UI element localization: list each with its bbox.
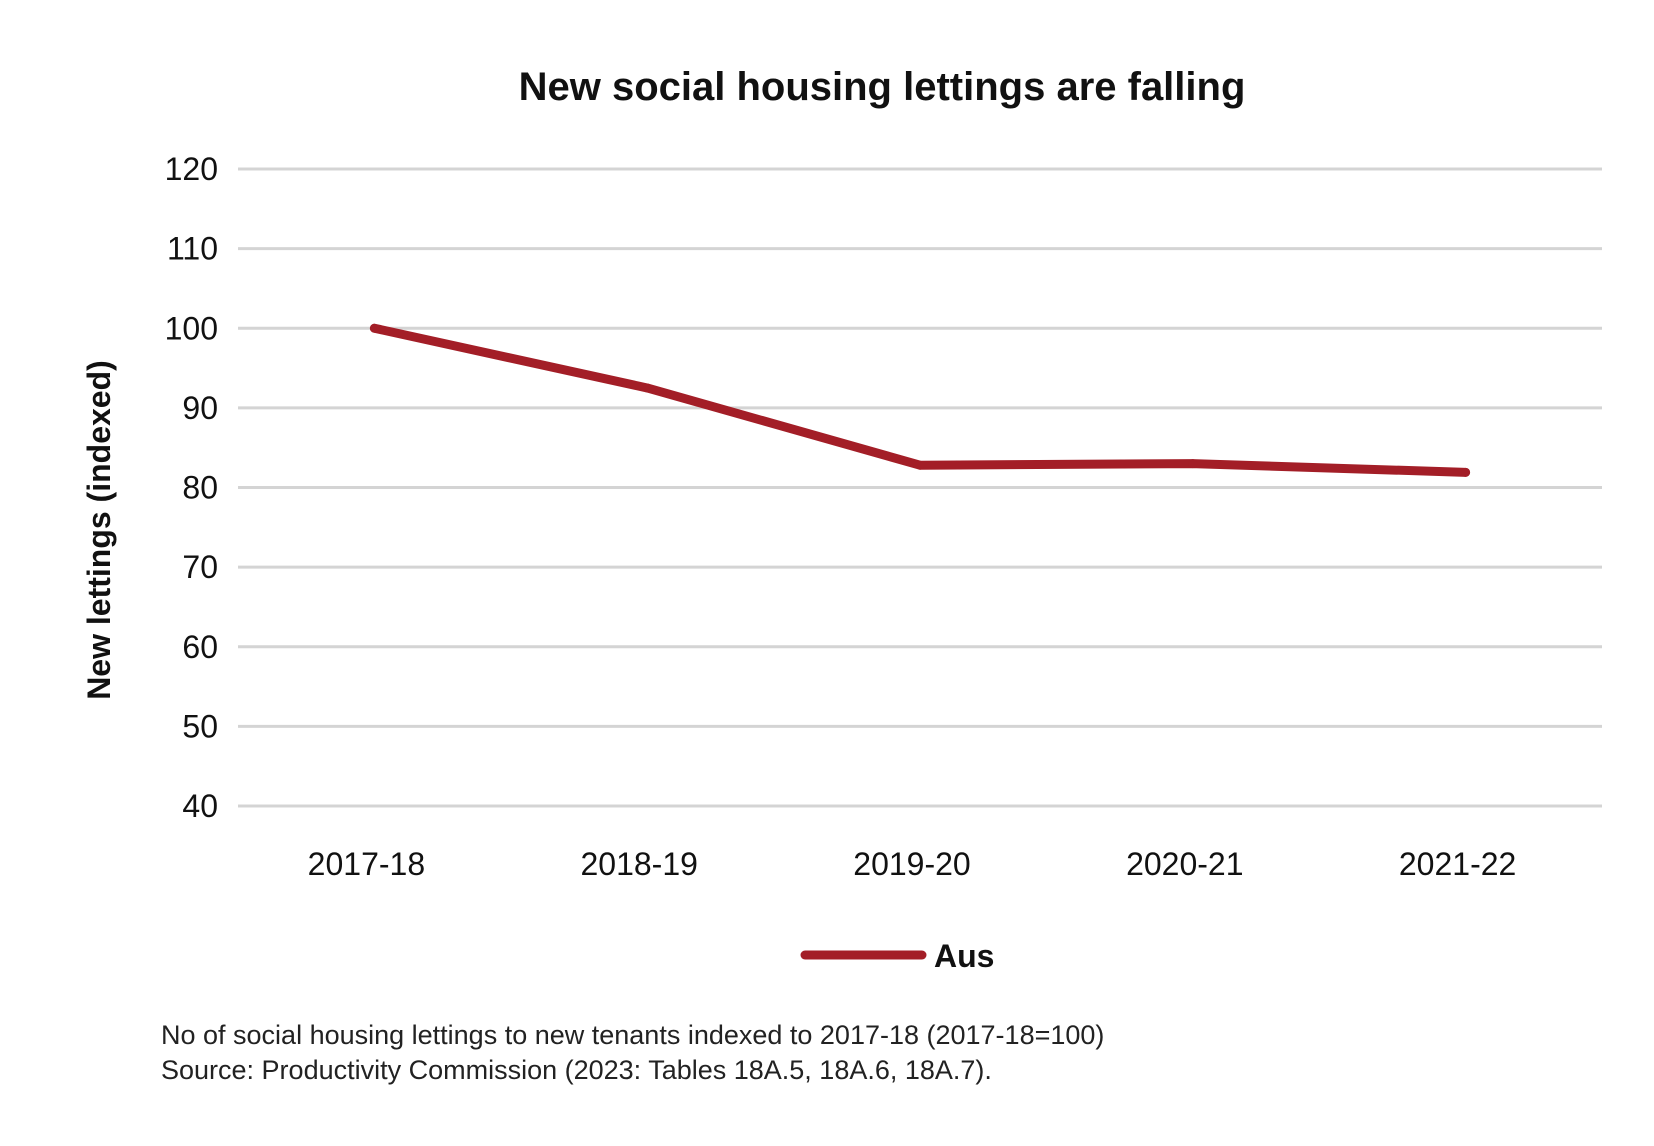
x-tick-label: 2018-19 xyxy=(580,846,697,882)
series-lines xyxy=(369,323,1471,477)
x-tick-label: 2017-18 xyxy=(308,846,425,882)
data-point xyxy=(642,383,652,393)
data-point xyxy=(1461,467,1471,477)
y-axis-ticks: 40 50 60 70 80 90 100 110 120 xyxy=(165,151,218,824)
legend-label: Aus xyxy=(934,938,994,974)
y-tick-label: 80 xyxy=(182,470,218,506)
y-tick-label: 40 xyxy=(182,788,218,824)
series-line-0 xyxy=(369,323,1471,477)
y-tick-label: 100 xyxy=(165,310,218,346)
x-tick-label: 2020-21 xyxy=(1126,846,1243,882)
y-tick-label: 50 xyxy=(182,708,218,744)
x-tick-label: 2021-22 xyxy=(1399,846,1516,882)
y-tick-label: 110 xyxy=(167,231,218,267)
data-point xyxy=(369,323,379,333)
x-axis-ticks: 2017-18 2018-19 2019-20 2020-21 2021-22 xyxy=(308,846,1517,882)
y-tick-label: 120 xyxy=(165,151,218,187)
gridlines xyxy=(238,167,1602,808)
y-axis-label: New lettings (indexed) xyxy=(81,360,117,700)
y-tick-label: 70 xyxy=(182,549,218,585)
chart-title: New social housing lettings are falling xyxy=(519,65,1246,109)
x-tick-label: 2019-20 xyxy=(853,846,970,882)
data-point xyxy=(915,460,925,470)
legend: Aus xyxy=(800,938,994,974)
note-source: Source: Productivity Commission (2023: T… xyxy=(161,1055,992,1085)
note-description: No of social housing lettings to new ten… xyxy=(161,1020,1104,1050)
data-point xyxy=(1188,459,1198,469)
y-tick-label: 60 xyxy=(182,629,218,665)
y-tick-label: 90 xyxy=(182,390,218,426)
